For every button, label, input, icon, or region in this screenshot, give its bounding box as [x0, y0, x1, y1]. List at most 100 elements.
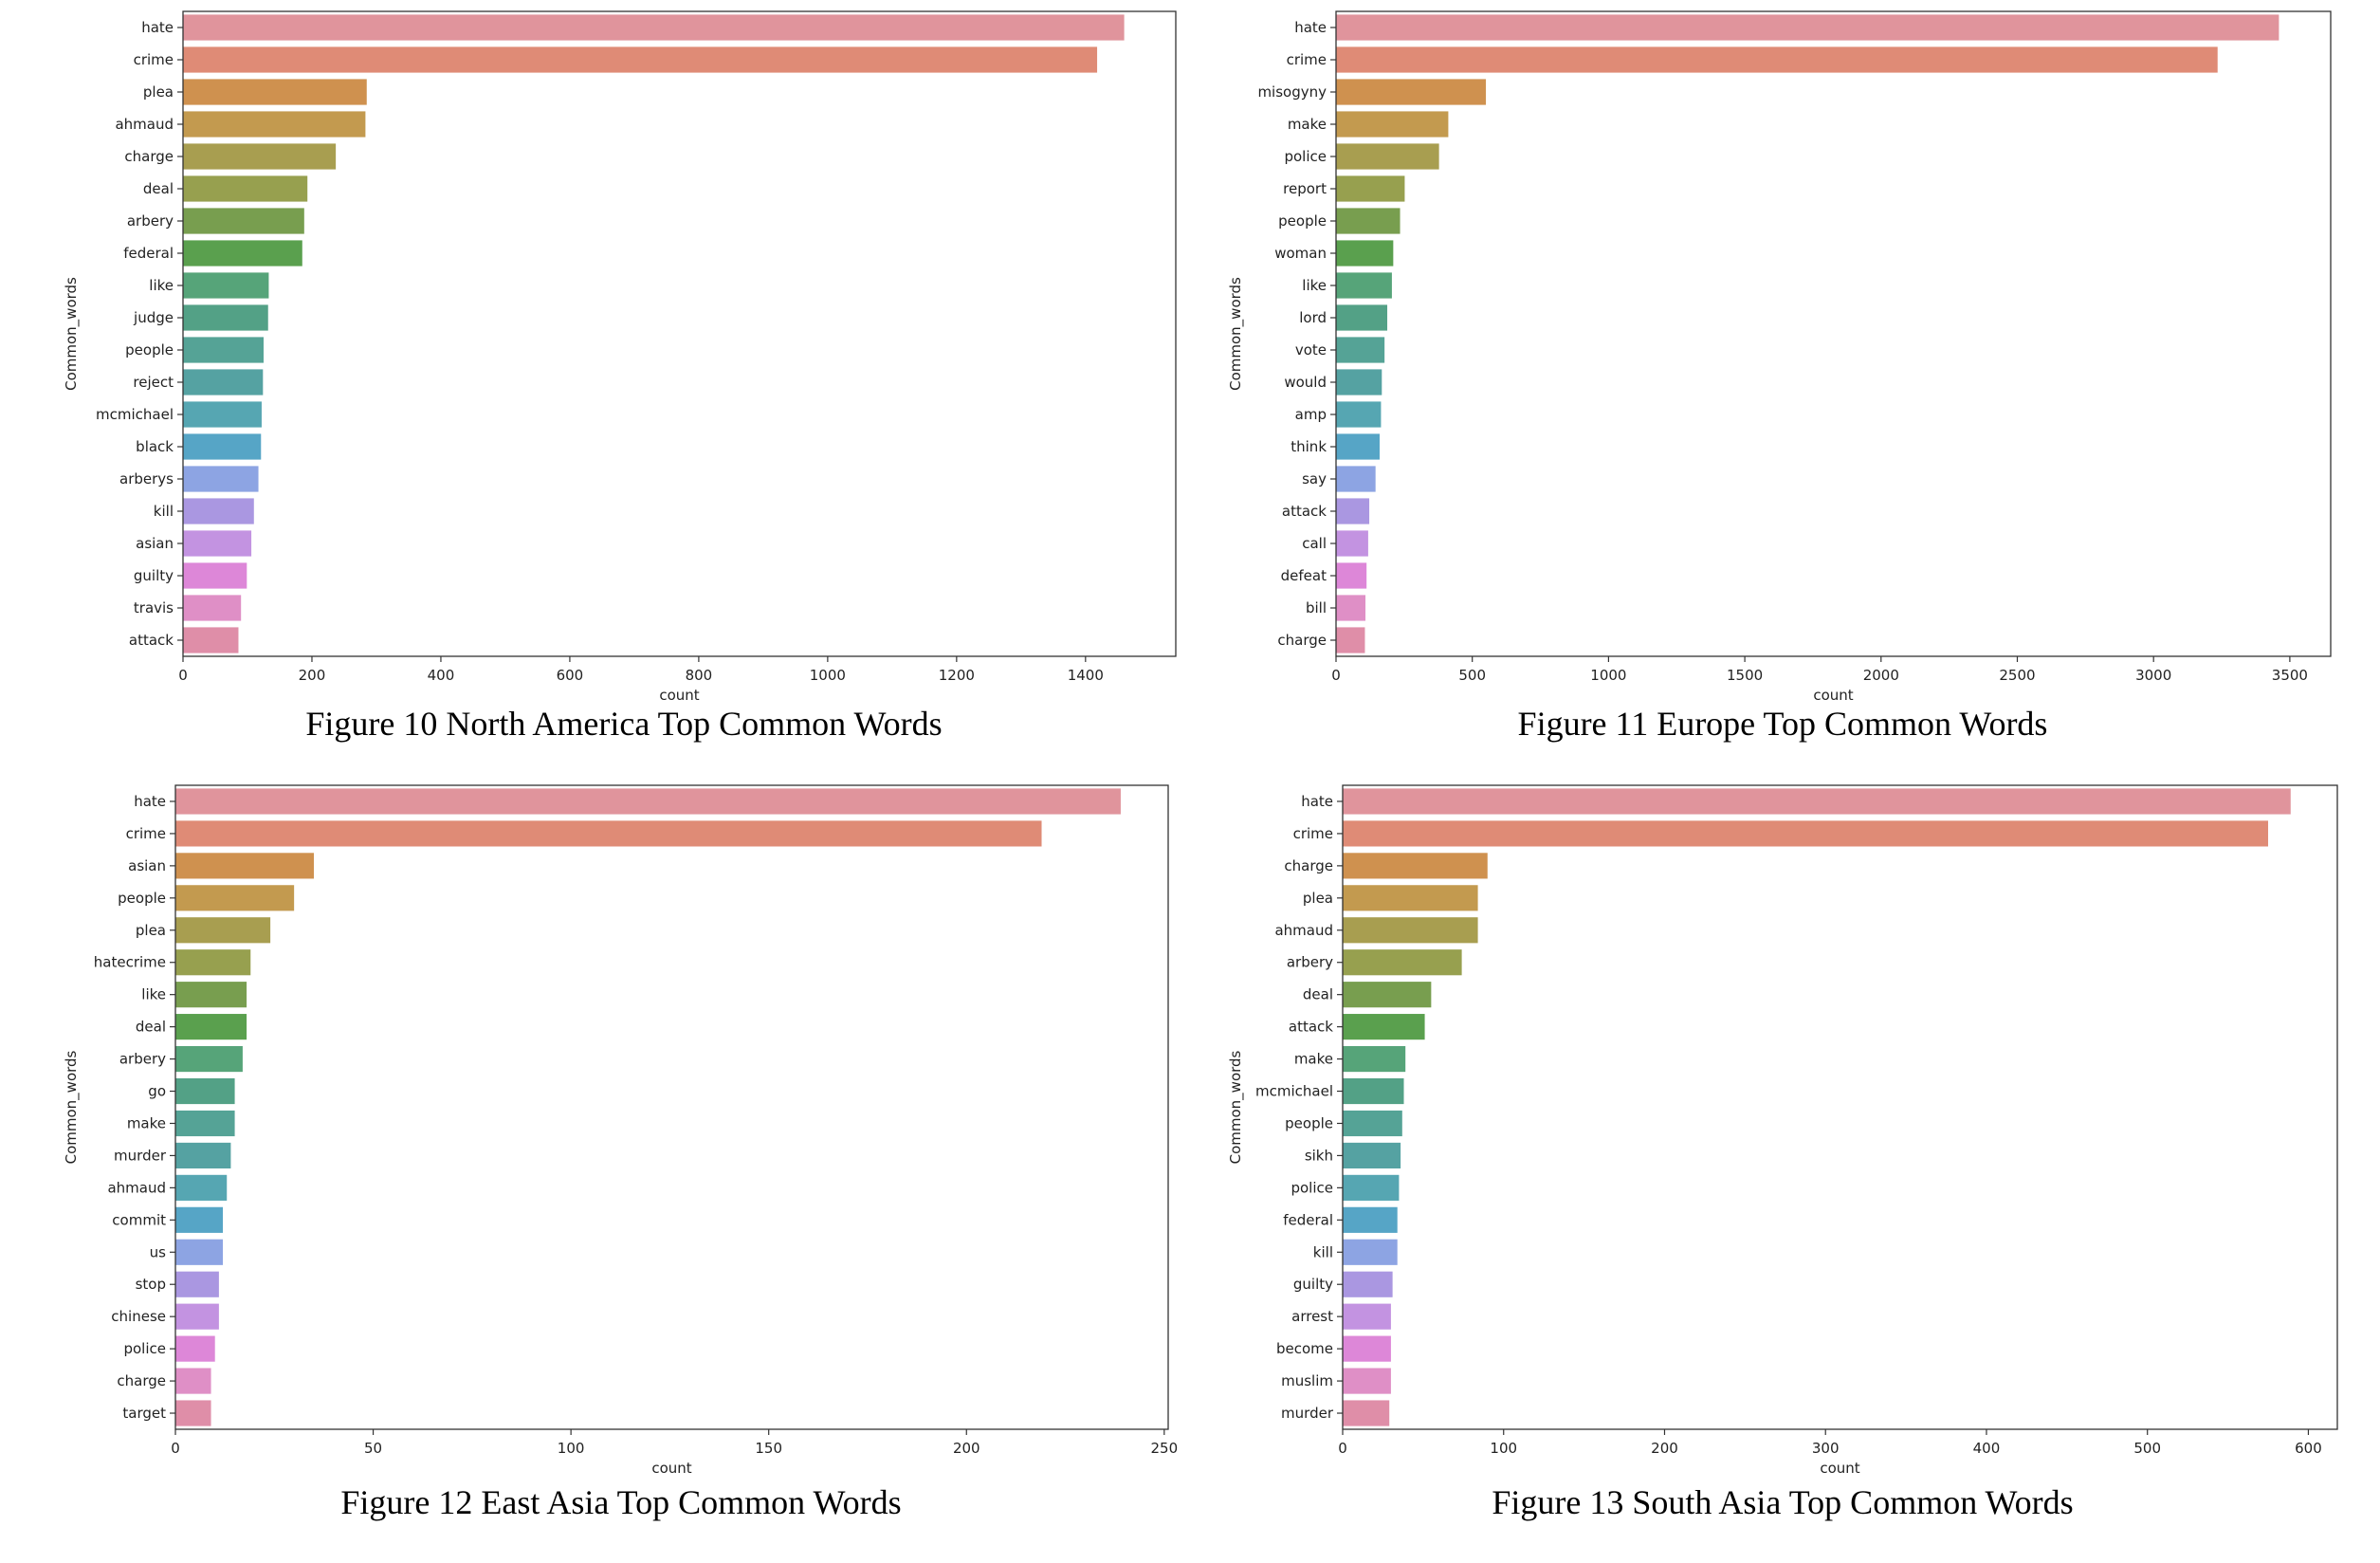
y-tick-label: people	[1285, 1114, 1333, 1131]
bar-deal	[183, 175, 308, 202]
y-tick-label: guilty	[134, 567, 174, 584]
x-tick-label: 0	[178, 667, 188, 684]
x-tick-label: 0	[1331, 667, 1341, 684]
bar-commit	[175, 1206, 224, 1233]
bar-like	[1336, 272, 1392, 299]
bar-hate	[1343, 788, 2291, 815]
bar-guilty	[1343, 1271, 1393, 1297]
x-tick-label: 500	[1458, 667, 1486, 684]
y-tick-label: like	[141, 986, 166, 1003]
y-tick-label: kill	[154, 503, 174, 520]
bar-say	[1336, 466, 1376, 492]
y-axis-label: Common_words	[63, 1050, 81, 1164]
y-tick-label: chinese	[111, 1308, 166, 1325]
bar-asian	[183, 530, 252, 557]
bar-attack	[183, 627, 239, 653]
y-tick-label: woman	[1274, 245, 1327, 262]
y-tick-label: charge	[1284, 857, 1333, 874]
y-tick-label: crime	[126, 825, 166, 842]
bar-plea	[175, 917, 271, 944]
bar-make	[1343, 1045, 1406, 1073]
y-tick-label: vote	[1295, 341, 1327, 359]
y-tick-label: hate	[134, 793, 166, 810]
bar-charge	[175, 1368, 211, 1394]
chart-panel-4: hate crime charge plea ahmaud arbery deal attac…	[1227, 784, 2338, 1521]
bar-attack	[1336, 498, 1370, 524]
x-axis-label: count	[659, 687, 699, 704]
y-tick-label: like	[1302, 277, 1327, 294]
x-tick-label: 1000	[1590, 667, 1626, 684]
x-tick-label: 1000	[810, 667, 846, 684]
bar-attack	[1343, 1014, 1425, 1040]
x-tick-label: 100	[558, 1440, 585, 1457]
bar-hatecrime	[175, 949, 251, 976]
x-tick-label: 1500	[1727, 667, 1763, 684]
y-tick-label: asian	[128, 857, 166, 874]
y-tick-label: hate	[141, 19, 174, 36]
y-tick-label: attack	[1282, 503, 1327, 520]
x-axis-label: count	[1820, 1460, 1859, 1477]
x-tick-label: 300	[1812, 1440, 1840, 1457]
y-tick-label: lord	[1299, 309, 1327, 326]
bar-police	[1336, 143, 1439, 170]
bar-ahmaud	[1343, 917, 1478, 944]
bar-make	[175, 1110, 235, 1137]
y-tick-label: hatecrime	[94, 954, 166, 971]
bar-vote	[1336, 337, 1385, 363]
x-tick-label: 0	[171, 1440, 180, 1457]
y-tick-label: ahmaud	[115, 116, 174, 133]
bar-deal	[175, 1014, 247, 1040]
y-tick-label: people	[125, 341, 174, 359]
axes-frame	[182, 10, 1177, 657]
chart-panel-3: hatecrimeasianpeoplepleahatecrimelikedea…	[63, 784, 1178, 1521]
x-tick-label: 400	[428, 667, 455, 684]
y-tick-label: police	[123, 1340, 166, 1357]
y-tick-label: plea	[1303, 890, 1333, 907]
y-tick-label: people	[1278, 212, 1327, 230]
bar-defeat	[1336, 562, 1367, 589]
bar-mcmichael	[183, 401, 262, 428]
x-tick-label: 2000	[1863, 667, 1899, 684]
bar-report	[1336, 175, 1405, 202]
x-tick-label: 3000	[2135, 667, 2171, 684]
bar-muslim	[1343, 1368, 1391, 1394]
y-tick-label: amp	[1295, 406, 1327, 423]
y-tick-label: call	[1302, 535, 1327, 552]
bar-people	[175, 885, 295, 911]
bar-crime	[1343, 820, 2269, 847]
x-tick-label: 200	[953, 1440, 980, 1457]
bar-become	[1343, 1335, 1391, 1362]
axes-frame	[174, 784, 1169, 1430]
bar-misogyny	[1336, 79, 1487, 105]
y-tick-label: crime	[134, 51, 174, 68]
y-tick-label: charge	[117, 1372, 166, 1389]
y-tick-label: like	[149, 277, 174, 294]
bar-make	[1336, 111, 1449, 138]
bar-ahmaud	[183, 111, 366, 138]
y-tick-label: misogyny	[1257, 83, 1327, 101]
bar-kill	[183, 498, 254, 524]
y-tick-label: crime	[1293, 825, 1333, 842]
x-tick-label: 1400	[1068, 667, 1104, 684]
y-tick-label: federal	[123, 245, 174, 262]
x-tick-label: 500	[2133, 1440, 2161, 1457]
y-tick-label: travis	[134, 599, 174, 616]
bar-deal	[1343, 982, 1432, 1008]
x-tick-label: 800	[686, 667, 713, 684]
bar-murder	[1343, 1400, 1390, 1426]
y-tick-label: defeat	[1281, 567, 1327, 584]
bar-lord	[1336, 304, 1388, 331]
bar-arberys	[183, 466, 259, 492]
y-tick-label: judge	[133, 309, 174, 326]
y-tick-label: arbery	[119, 1051, 166, 1068]
bar-asian	[175, 853, 314, 879]
y-tick-label: hate	[1294, 19, 1327, 36]
bar-like	[175, 982, 247, 1008]
bar-sikh	[1343, 1142, 1401, 1169]
bar-crime	[1336, 46, 2218, 73]
bar-go	[175, 1077, 235, 1105]
bar-hate	[175, 788, 1121, 815]
bar-police	[175, 1335, 215, 1362]
y-tick-label: arbery	[127, 212, 174, 230]
y-tick-label: go	[148, 1083, 166, 1100]
